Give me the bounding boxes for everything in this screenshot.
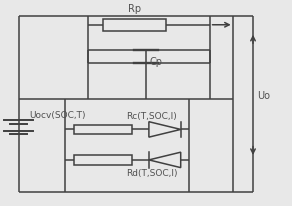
- Bar: [74, 155, 131, 165]
- Text: Rp: Rp: [128, 4, 141, 14]
- Text: Rc(T,SOC,I): Rc(T,SOC,I): [126, 112, 176, 121]
- Text: Rd(T,SOC,I): Rd(T,SOC,I): [126, 169, 177, 178]
- Text: Uocv(SOC,T): Uocv(SOC,T): [29, 111, 86, 120]
- Bar: [102, 19, 166, 31]
- Bar: [74, 125, 131, 135]
- Text: Uo: Uo: [257, 91, 270, 101]
- Text: Cp: Cp: [150, 57, 163, 67]
